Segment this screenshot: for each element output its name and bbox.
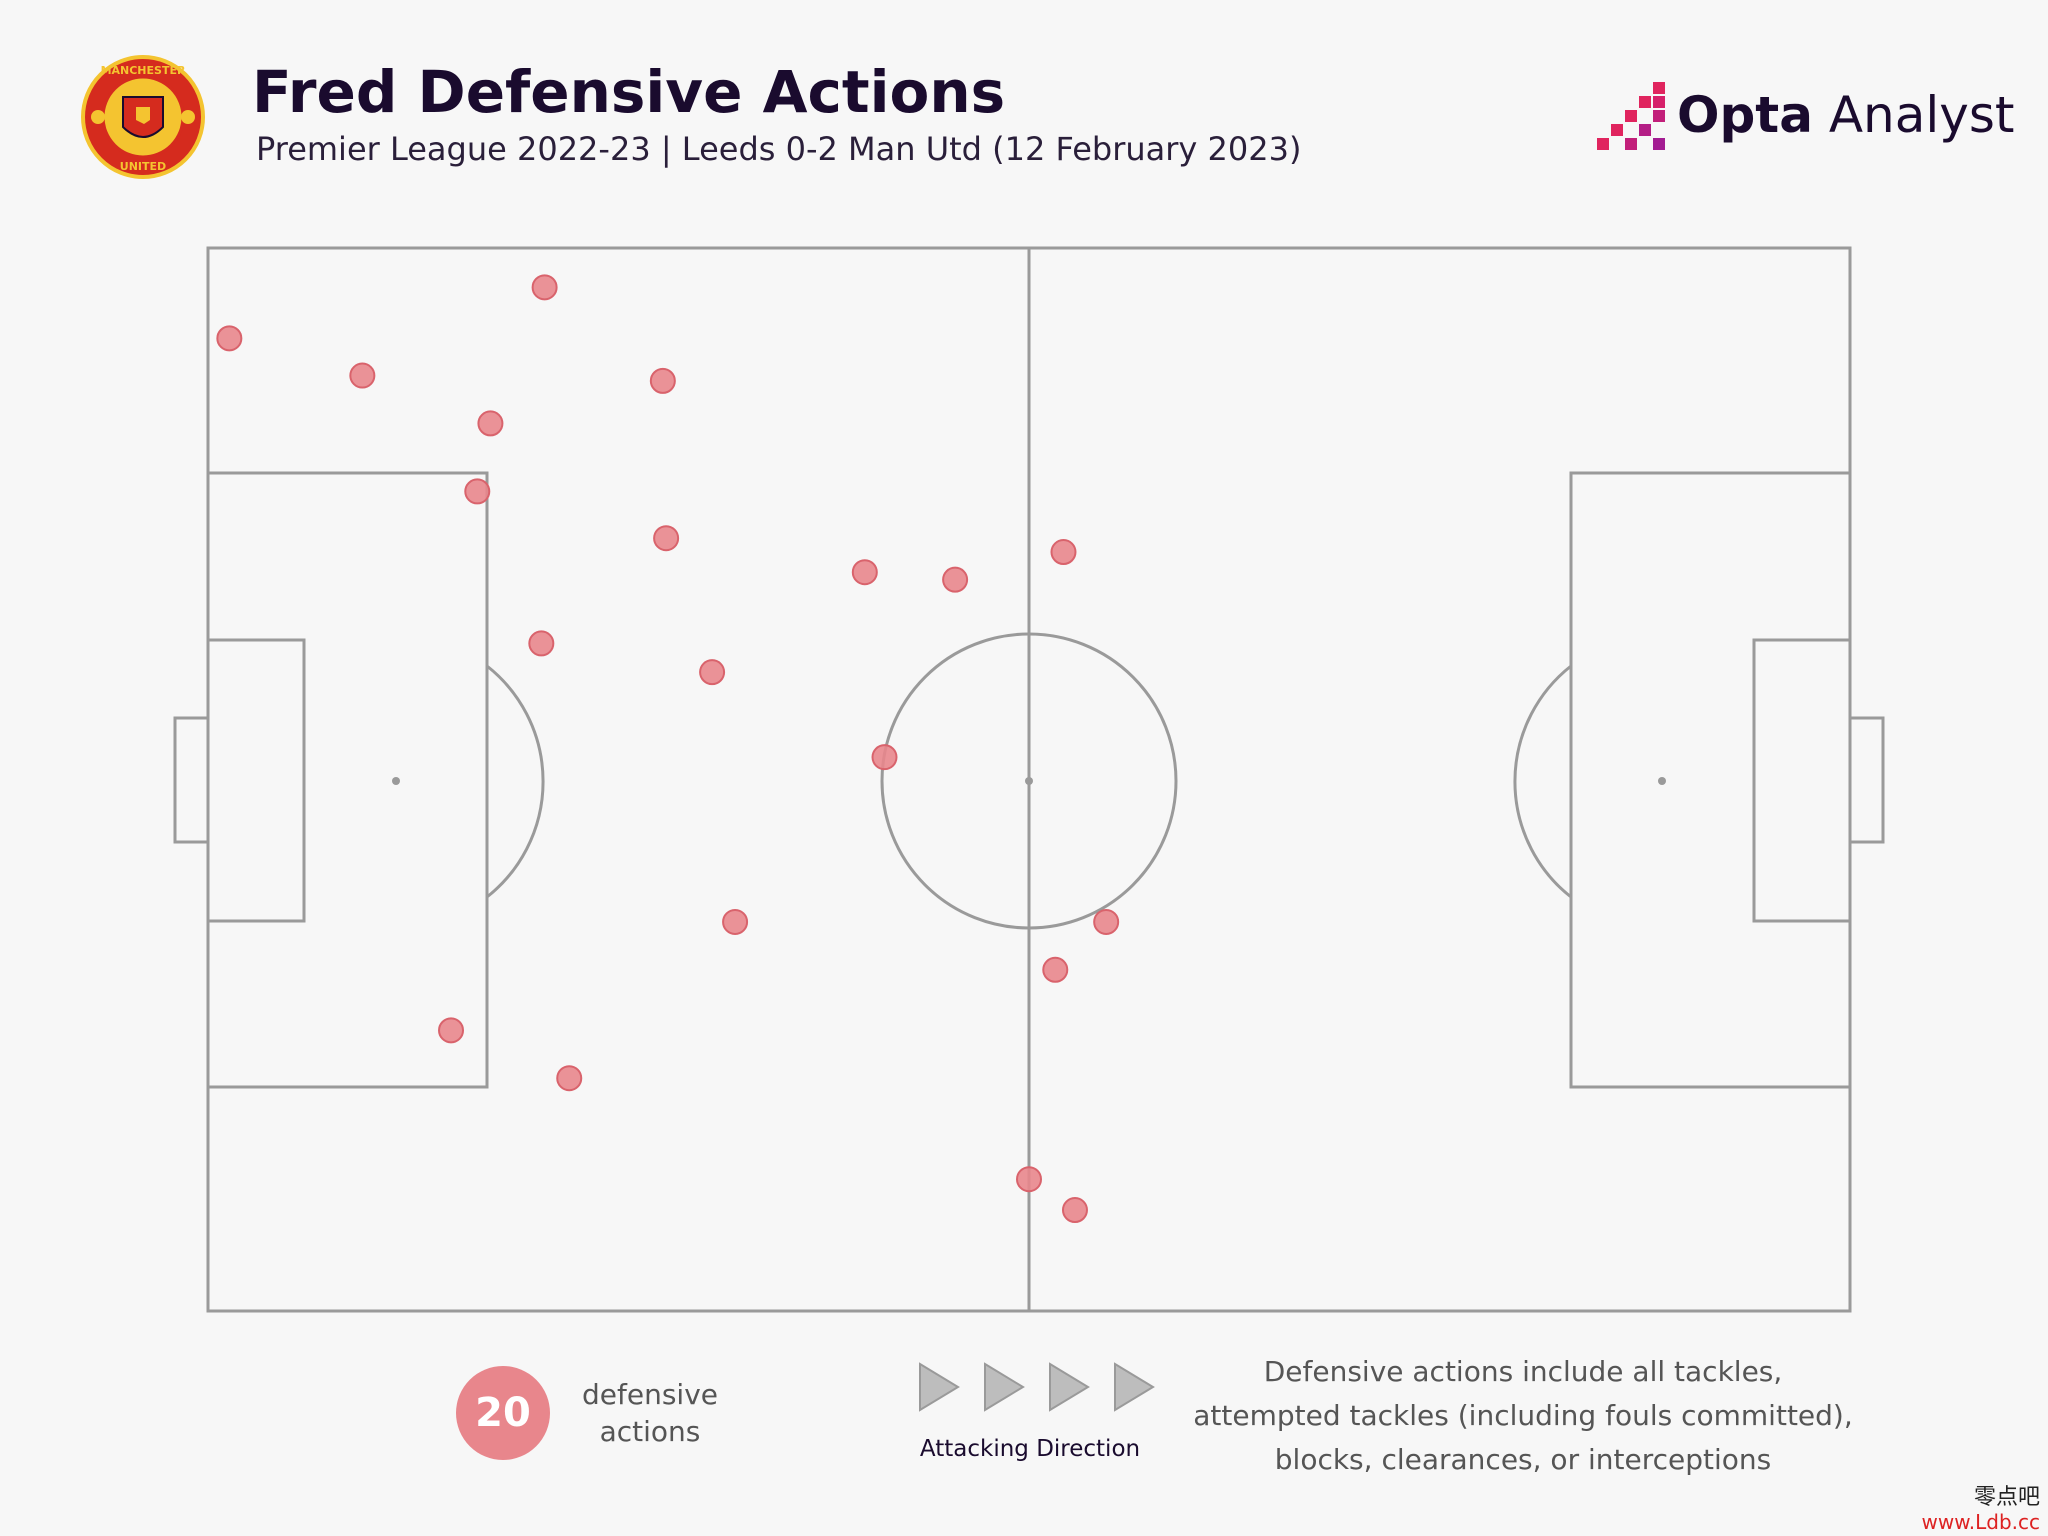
centre-circle [880, 632, 1178, 930]
man-utd-crest-icon: MANCHESTER UNITED [81, 55, 205, 179]
opta-logo-icon [1597, 82, 1665, 150]
arrow-icon [984, 1362, 1025, 1412]
left-goal [173, 716, 210, 844]
defensive-action-point [871, 744, 898, 771]
defensive-action-point [216, 325, 243, 352]
left-penalty-spot [392, 777, 400, 785]
arrow-icon [919, 1362, 960, 1412]
defensive-action-point [851, 559, 878, 586]
crest-ring-bottom: UNITED [120, 160, 166, 173]
defensive-action-point [653, 525, 680, 552]
defensive-action-point [1042, 956, 1069, 983]
defensive-action-point [1061, 1197, 1088, 1224]
defensive-action-point [464, 478, 491, 505]
brand-rest: Analyst [1812, 86, 2015, 144]
legend-label-line1: defensive [582, 1378, 718, 1411]
note-line1: Defensive actions include all tackles, [1263, 1355, 1783, 1388]
defensive-action-point [1093, 908, 1120, 935]
left-penalty-box [206, 471, 489, 1089]
definition-note: Defensive actions include all tackles, a… [1180, 1350, 1866, 1482]
chart-subtitle: Premier League 2022-23 | Leeds 0-2 Man U… [256, 130, 1302, 168]
arrow-icon [1114, 1362, 1155, 1412]
legend-label: defensive actions [560, 1376, 740, 1450]
defensive-action-point [477, 410, 504, 437]
right-penalty-box [1569, 471, 1852, 1089]
action-count-badge: 20 [456, 1366, 550, 1460]
defensive-action-point [1050, 539, 1077, 566]
watermark-url: www.Ldb.cc [1921, 1510, 2040, 1534]
note-line3: blocks, clearances, or interceptions [1274, 1443, 1772, 1476]
watermark: 零点吧 www.Ldb.cc [1921, 1485, 2040, 1535]
watermark-cn: 零点吧 [1973, 1485, 2040, 1510]
right-goal [1848, 716, 1885, 844]
left-six-yard-box [206, 638, 306, 923]
right-penalty-spot [1658, 777, 1666, 785]
defensive-action-point [528, 630, 555, 657]
brand-bold: Opta [1677, 86, 1813, 144]
defensive-action-point [649, 367, 676, 394]
chart-title: Fred Defensive Actions [252, 58, 1006, 126]
legend-label-line2: actions [599, 1415, 701, 1448]
defensive-action-point [942, 566, 969, 593]
opta-analyst-logo: Opta Analyst [1595, 80, 2015, 152]
defensive-action-point [722, 908, 749, 935]
right-penalty-arc [1513, 664, 1572, 899]
defensive-action-point [531, 274, 558, 301]
defensive-action-point [349, 362, 376, 389]
arrow-icon [1049, 1362, 1090, 1412]
defensive-action-points [216, 274, 1120, 1224]
defensive-action-point [1016, 1166, 1042, 1193]
left-penalty-arc [486, 664, 545, 899]
attacking-direction-label: Attacking Direction [919, 1436, 1141, 1462]
centre-spot [1025, 777, 1033, 785]
right-six-yard-box [1752, 638, 1852, 923]
crest-ring-top: MANCHESTER [101, 64, 186, 77]
defensive-action-point [438, 1017, 465, 1044]
note-line2: attempted tackles (including fouls commi… [1193, 1399, 1853, 1432]
defensive-action-point [699, 659, 726, 686]
attacking-direction-arrows [919, 1362, 1155, 1412]
defensive-action-point [556, 1065, 583, 1092]
